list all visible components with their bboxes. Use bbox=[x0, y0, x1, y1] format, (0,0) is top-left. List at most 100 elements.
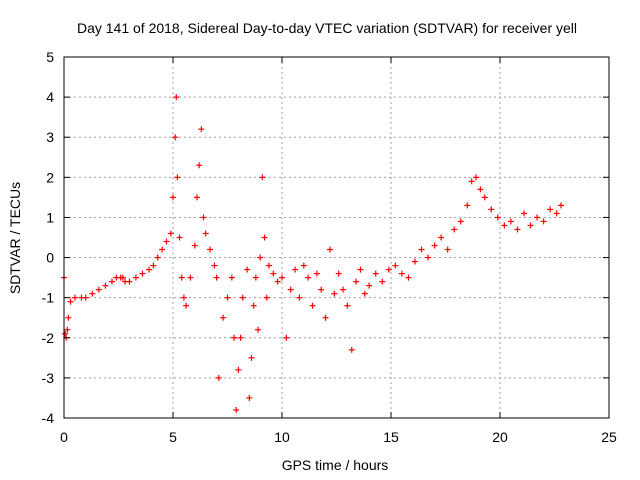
data-point bbox=[340, 286, 347, 293]
data-points bbox=[61, 94, 565, 413]
data-point bbox=[344, 302, 351, 309]
y-tick-label: 0 bbox=[46, 250, 54, 266]
data-point bbox=[457, 218, 464, 225]
data-point bbox=[464, 202, 471, 209]
data-point bbox=[154, 254, 161, 261]
data-point bbox=[259, 174, 266, 181]
data-point bbox=[366, 282, 373, 289]
y-tick-label: -1 bbox=[42, 290, 55, 306]
data-point bbox=[296, 294, 303, 301]
data-point bbox=[553, 210, 560, 217]
data-point bbox=[353, 278, 360, 285]
data-point bbox=[255, 326, 262, 333]
data-point bbox=[108, 278, 115, 285]
data-point bbox=[126, 278, 133, 285]
data-point bbox=[540, 218, 547, 225]
data-point bbox=[64, 326, 71, 333]
data-point bbox=[357, 266, 364, 273]
data-point bbox=[331, 290, 338, 297]
data-point bbox=[385, 266, 392, 273]
data-point bbox=[326, 246, 333, 253]
data-point bbox=[270, 270, 277, 277]
x-axis-label: GPS time / hours bbox=[282, 457, 389, 473]
data-point bbox=[379, 278, 386, 285]
data-point bbox=[305, 274, 312, 281]
data-point bbox=[361, 290, 368, 297]
data-point bbox=[398, 270, 405, 277]
data-point bbox=[67, 298, 74, 305]
x-tick-labels: 0 5 10 15 20 25 bbox=[60, 429, 617, 445]
data-point bbox=[233, 406, 240, 413]
chart-title: Day 141 of 2018, Sidereal Day-to-day VTE… bbox=[77, 20, 577, 36]
data-point bbox=[102, 282, 109, 289]
data-point bbox=[191, 242, 198, 249]
y-axis-label: SDTVAR / TECUs bbox=[7, 182, 23, 294]
data-point bbox=[534, 214, 541, 221]
data-point bbox=[507, 218, 514, 225]
x-tick-label: 25 bbox=[601, 429, 617, 445]
data-point bbox=[438, 234, 445, 241]
data-point bbox=[468, 178, 475, 185]
data-point bbox=[418, 246, 425, 253]
y-tick-label: 3 bbox=[46, 129, 54, 145]
data-point bbox=[196, 162, 203, 169]
data-point bbox=[235, 366, 242, 373]
y-tick-label: -2 bbox=[42, 330, 55, 346]
y-tick-label: 5 bbox=[46, 49, 54, 65]
data-point bbox=[248, 354, 255, 361]
data-point bbox=[150, 262, 157, 269]
data-point bbox=[183, 302, 190, 309]
data-point bbox=[473, 174, 480, 181]
data-point bbox=[300, 262, 307, 269]
data-point bbox=[558, 202, 565, 209]
data-point bbox=[167, 230, 174, 237]
data-point bbox=[514, 226, 521, 233]
data-point bbox=[261, 234, 268, 241]
data-point bbox=[444, 246, 451, 253]
data-point bbox=[71, 294, 78, 301]
data-point bbox=[411, 258, 418, 265]
data-point bbox=[173, 94, 180, 101]
data-point bbox=[309, 302, 316, 309]
y-tick-label: -3 bbox=[42, 370, 55, 386]
data-point bbox=[405, 274, 412, 281]
data-point bbox=[89, 290, 96, 297]
data-point bbox=[228, 274, 235, 281]
data-point bbox=[132, 274, 139, 281]
data-point bbox=[82, 294, 89, 301]
y-tick-label: -4 bbox=[42, 410, 55, 426]
data-point bbox=[348, 346, 355, 353]
data-point bbox=[200, 214, 207, 221]
data-point bbox=[202, 230, 209, 237]
data-point bbox=[159, 246, 166, 253]
data-point bbox=[180, 294, 187, 301]
data-point bbox=[481, 194, 488, 201]
data-point bbox=[335, 270, 342, 277]
x-tick-label: 5 bbox=[169, 429, 177, 445]
x-tick-label: 10 bbox=[274, 429, 290, 445]
data-point bbox=[292, 266, 299, 273]
data-point bbox=[170, 194, 176, 201]
data-point bbox=[263, 294, 270, 301]
y-tick-labels: -4 -3 -2 -1 0 1 2 3 4 5 bbox=[42, 49, 55, 426]
data-point bbox=[224, 294, 231, 301]
y-tick-label: 2 bbox=[46, 169, 54, 185]
data-point bbox=[313, 270, 320, 277]
data-point bbox=[163, 238, 170, 245]
data-point bbox=[213, 274, 220, 281]
data-point bbox=[95, 286, 102, 293]
plot-frame bbox=[63, 56, 610, 419]
data-point bbox=[246, 394, 253, 401]
x-tick-label: 15 bbox=[383, 429, 399, 445]
data-point bbox=[274, 278, 281, 285]
data-point bbox=[62, 330, 69, 337]
data-point bbox=[392, 262, 399, 269]
data-point bbox=[187, 274, 194, 281]
data-point bbox=[237, 334, 244, 341]
data-point bbox=[488, 206, 495, 213]
data-point bbox=[172, 134, 179, 141]
y-tick-label: 1 bbox=[46, 209, 54, 225]
data-point bbox=[207, 246, 214, 253]
data-point bbox=[501, 222, 508, 229]
data-point bbox=[178, 274, 185, 281]
